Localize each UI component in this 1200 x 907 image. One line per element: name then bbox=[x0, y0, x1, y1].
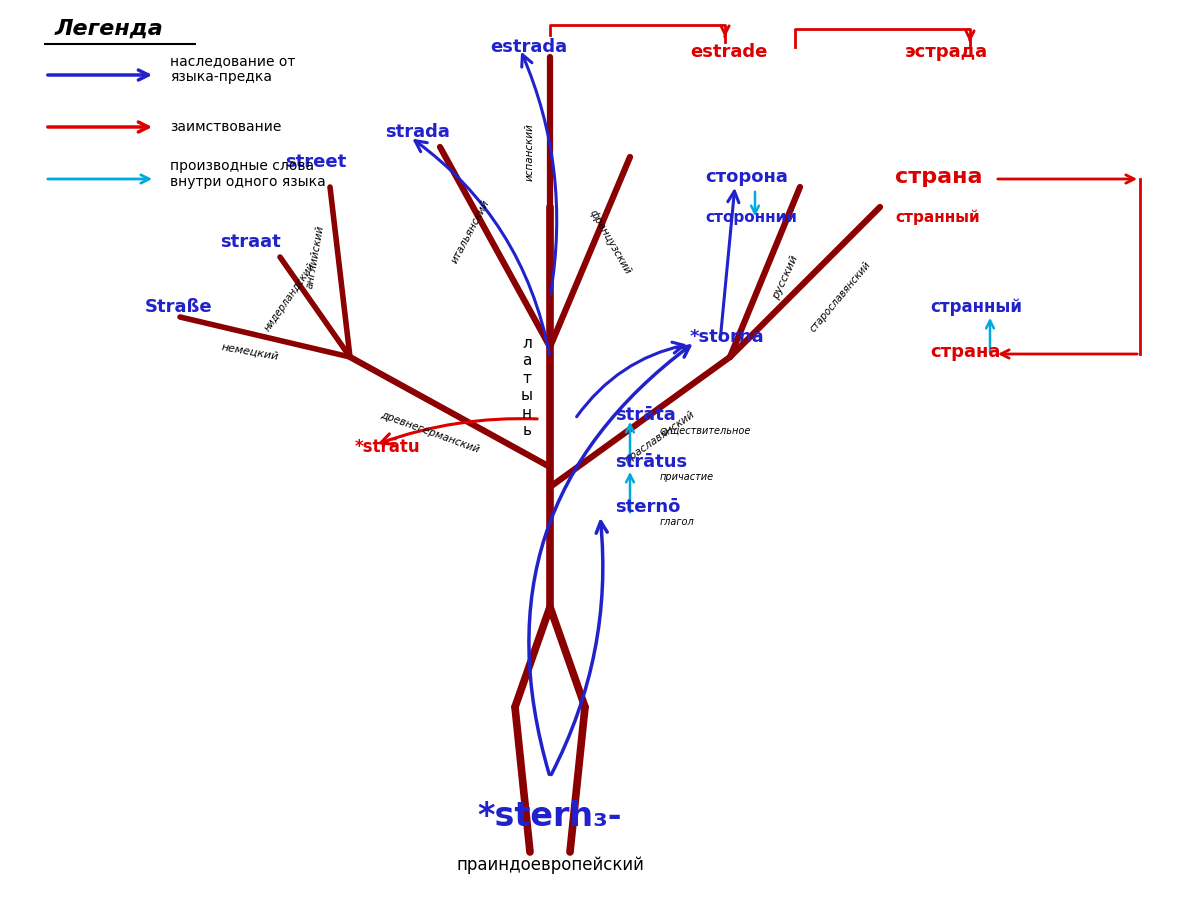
Text: strātus: strātus bbox=[616, 453, 688, 471]
Text: estrade: estrade bbox=[690, 43, 767, 61]
Text: страна: страна bbox=[895, 167, 983, 187]
Text: наследование от
языка-предка: наследование от языка-предка bbox=[170, 54, 295, 84]
Text: сторонний: сторонний bbox=[706, 210, 797, 225]
Text: Легенда: Легенда bbox=[55, 19, 163, 39]
Text: итальянский: итальянский bbox=[449, 199, 491, 266]
Text: русский: русский bbox=[770, 253, 799, 300]
Text: сторона: сторона bbox=[706, 168, 788, 186]
Text: estrada: estrada bbox=[490, 38, 568, 56]
Text: праиндоевропейский: праиндоевропейский bbox=[456, 856, 644, 874]
Text: испанский: испанский bbox=[526, 123, 535, 180]
Text: street: street bbox=[286, 153, 347, 171]
Text: немецкий: немецкий bbox=[221, 342, 280, 362]
Text: strāta: strāta bbox=[616, 406, 676, 424]
Text: л
а
т
ы
н
ь: л а т ы н ь bbox=[521, 336, 533, 438]
Text: глагол: глагол bbox=[660, 517, 695, 527]
Text: французский: французский bbox=[588, 208, 632, 276]
Text: эстрада: эстрада bbox=[905, 43, 988, 61]
Text: древнегерманский: древнегерманский bbox=[379, 409, 481, 454]
Text: странный: странный bbox=[895, 210, 979, 225]
Text: производные слова
внутри одного языка: производные слова внутри одного языка bbox=[170, 159, 325, 189]
Text: существительное: существительное bbox=[660, 426, 751, 436]
Text: странный: странный bbox=[930, 298, 1022, 316]
Text: *strātu: *strātu bbox=[355, 438, 421, 456]
Text: strada: strada bbox=[385, 123, 450, 141]
Text: причастие: причастие bbox=[660, 472, 714, 482]
Text: sternō: sternō bbox=[616, 498, 680, 516]
Text: нидерландский: нидерландский bbox=[263, 261, 317, 333]
Text: праславянский: праславянский bbox=[623, 409, 697, 465]
Text: заимствование: заимствование bbox=[170, 120, 281, 134]
Text: старославянский: старославянский bbox=[808, 259, 872, 335]
Text: straat: straat bbox=[220, 233, 281, 251]
Text: *storna: *storna bbox=[690, 328, 764, 346]
Text: страна: страна bbox=[930, 343, 1001, 361]
Text: *sterh₃-: *sterh₃- bbox=[478, 801, 623, 834]
Text: английский: английский bbox=[305, 225, 325, 289]
Text: Straße: Straße bbox=[145, 298, 212, 316]
